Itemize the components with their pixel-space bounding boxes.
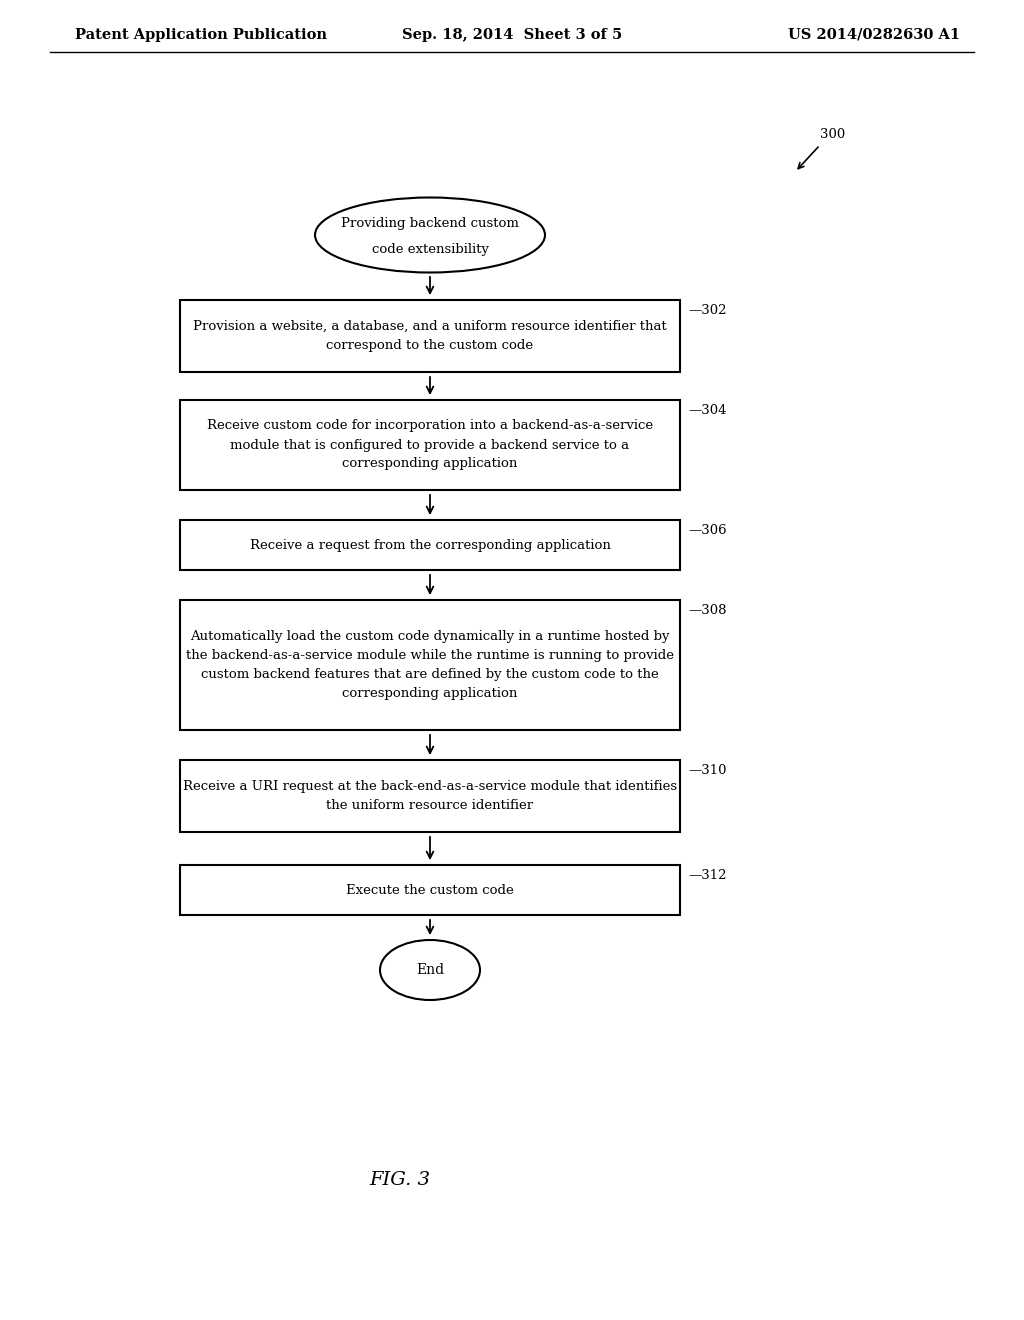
Text: Sep. 18, 2014  Sheet 3 of 5: Sep. 18, 2014 Sheet 3 of 5 xyxy=(401,28,623,42)
Text: Provision a website, a database, and a uniform resource identifier that
correspo: Provision a website, a database, and a u… xyxy=(194,319,667,352)
Text: 300: 300 xyxy=(820,128,845,141)
Text: FIG. 3: FIG. 3 xyxy=(370,1171,430,1189)
Text: Automatically load the custom code dynamically in a runtime hosted by
the backen: Automatically load the custom code dynam… xyxy=(186,630,674,700)
Bar xyxy=(180,300,680,372)
Text: —304: —304 xyxy=(688,404,726,417)
Text: —310: —310 xyxy=(688,764,726,777)
Text: Providing backend custom: Providing backend custom xyxy=(341,216,519,230)
Bar xyxy=(180,400,680,490)
Text: Receive a request from the corresponding application: Receive a request from the corresponding… xyxy=(250,539,610,552)
Text: US 2014/0282630 A1: US 2014/0282630 A1 xyxy=(787,28,961,42)
Bar xyxy=(180,865,680,915)
Text: Patent Application Publication: Patent Application Publication xyxy=(75,28,327,42)
Text: —302: —302 xyxy=(688,304,726,317)
Text: End: End xyxy=(416,964,444,977)
Text: code extensibility: code extensibility xyxy=(372,243,488,256)
Text: Execute the custom code: Execute the custom code xyxy=(346,883,514,896)
Text: Receive custom code for incorporation into a backend-as-a-service
module that is: Receive custom code for incorporation in… xyxy=(207,420,653,470)
Bar xyxy=(180,760,680,832)
Text: —306: —306 xyxy=(688,524,727,537)
Text: Receive a URI request at the back-end-as-a-service module that identifies
the un: Receive a URI request at the back-end-as… xyxy=(183,780,677,812)
Bar xyxy=(180,601,680,730)
Text: —312: —312 xyxy=(688,869,726,882)
Bar xyxy=(180,520,680,570)
Text: —308: —308 xyxy=(688,605,726,616)
